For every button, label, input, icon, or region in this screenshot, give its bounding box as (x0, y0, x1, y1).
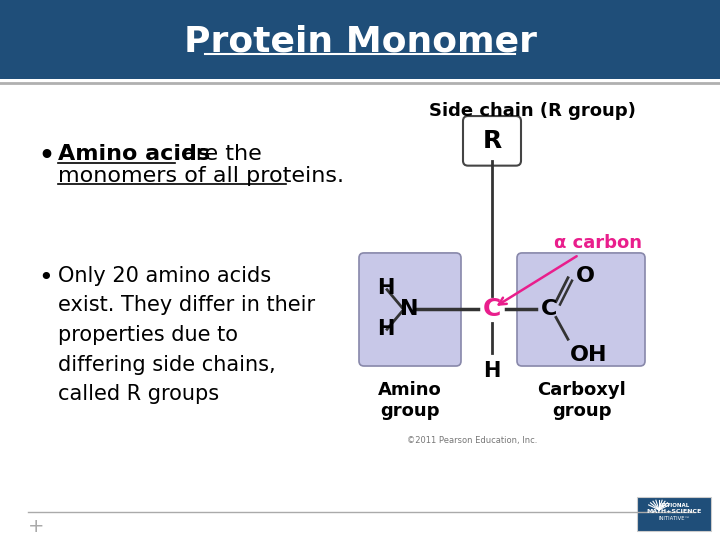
Text: ©2011 Pearson Education, Inc.: ©2011 Pearson Education, Inc. (407, 436, 537, 446)
Text: C: C (541, 300, 557, 320)
Text: •: • (38, 144, 54, 168)
FancyBboxPatch shape (463, 116, 521, 166)
Text: Amino acids: Amino acids (58, 144, 210, 164)
Text: •: • (38, 266, 53, 290)
Text: 11: 11 (42, 26, 78, 53)
Text: 1026: 1026 (135, 26, 205, 53)
Text: H: H (377, 278, 395, 298)
Text: INITIATIVE™: INITIATIVE™ (658, 516, 690, 521)
Text: Amino
group: Amino group (378, 381, 442, 420)
Text: Side chain (R group): Side chain (R group) (428, 102, 636, 120)
Text: α carbon: α carbon (499, 234, 642, 305)
FancyBboxPatch shape (637, 497, 711, 531)
Text: 1026: 1026 (395, 26, 465, 53)
Text: C: C (483, 298, 501, 321)
Text: OH: OH (570, 345, 608, 365)
Text: MATH+SCIENCE: MATH+SCIENCE (647, 509, 701, 514)
Text: NATIONAL: NATIONAL (658, 503, 690, 508)
Text: Protein Monomer: Protein Monomer (184, 25, 536, 59)
Text: R: R (482, 129, 502, 153)
Text: N: N (400, 300, 418, 320)
Text: 1101: 1101 (525, 26, 595, 53)
Text: +: + (28, 517, 45, 536)
Text: H: H (377, 319, 395, 339)
FancyBboxPatch shape (0, 0, 720, 79)
Text: are the: are the (175, 144, 262, 164)
Text: 1101: 1101 (265, 26, 336, 53)
FancyBboxPatch shape (359, 253, 461, 366)
Text: Only 20 amino acids
exist. They differ in their
properties due to
differing side: Only 20 amino acids exist. They differ i… (58, 266, 315, 404)
Text: Carboxyl
group: Carboxyl group (538, 381, 626, 420)
Text: monomers of all proteins.: monomers of all proteins. (58, 166, 344, 186)
Text: O: O (576, 266, 595, 286)
Text: H: H (483, 361, 500, 381)
FancyBboxPatch shape (517, 253, 645, 366)
Text: 11: 11 (642, 26, 678, 53)
